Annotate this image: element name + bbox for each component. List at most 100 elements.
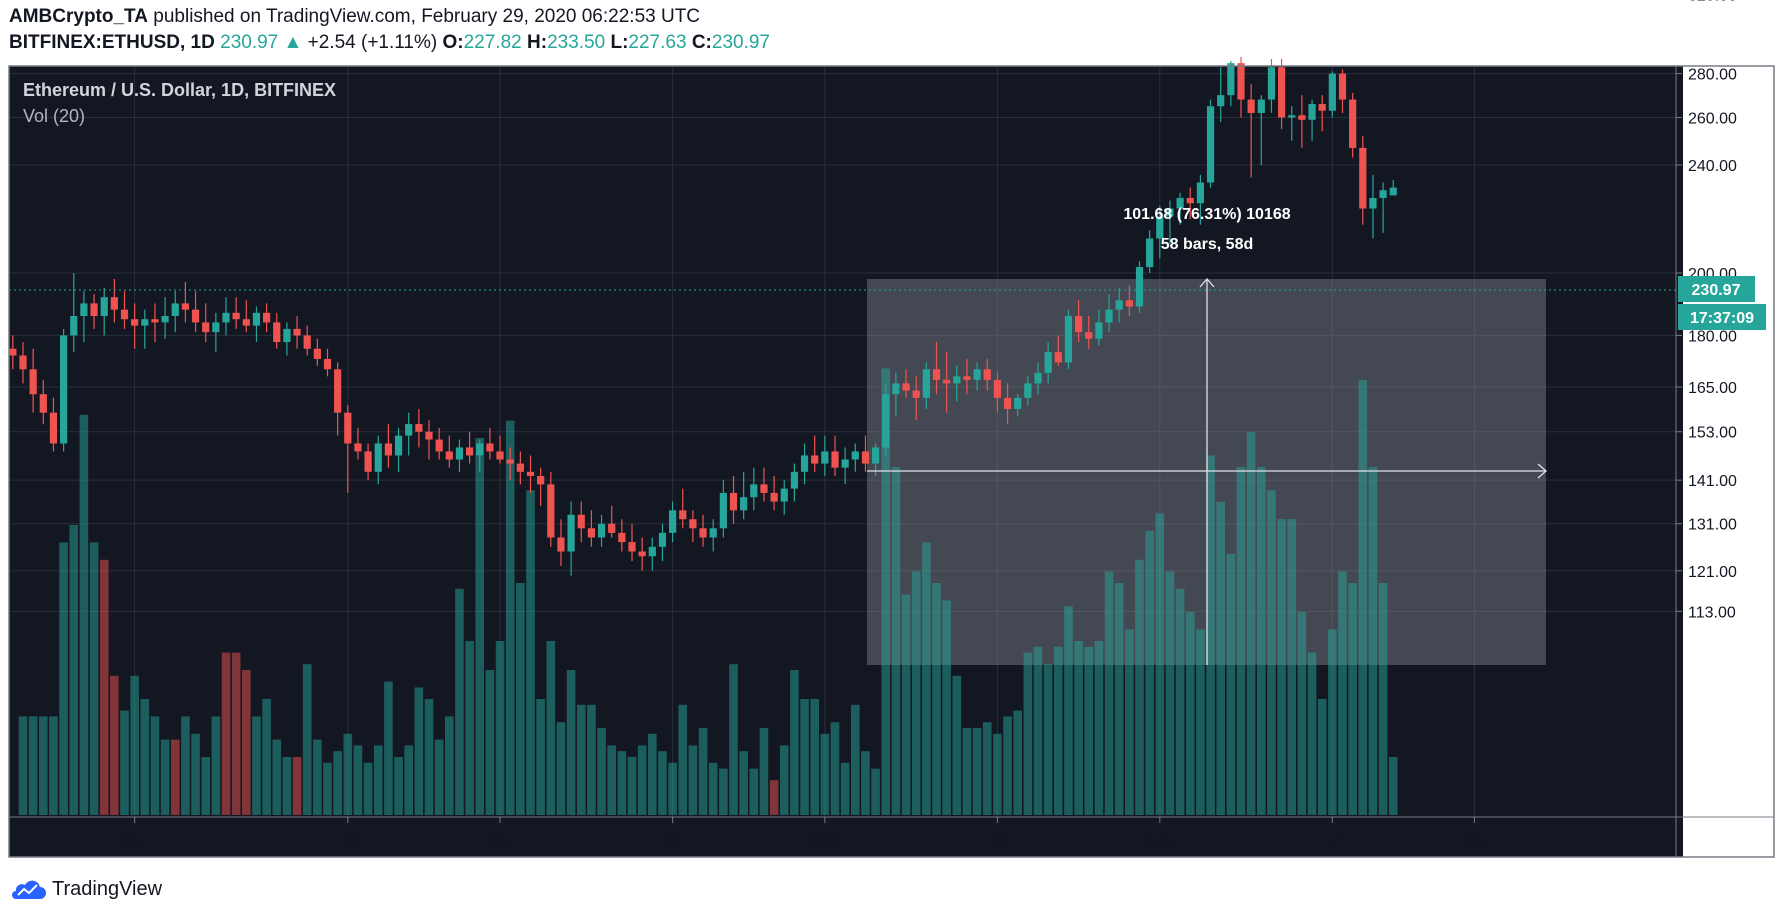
candle-body — [780, 488, 788, 502]
volume-bar — [1013, 710, 1022, 815]
candle — [1298, 95, 1306, 148]
volume-bar — [1175, 588, 1185, 815]
high-value: 233.50 — [547, 32, 606, 53]
change-up-icon: ▲ — [283, 32, 303, 53]
candle — [1369, 174, 1377, 239]
high-label: H: — [527, 32, 548, 53]
candle-body — [263, 312, 271, 323]
candle — [90, 294, 98, 329]
candle-body — [120, 309, 129, 320]
candle-body — [1166, 208, 1174, 217]
volume-bar — [1216, 501, 1225, 815]
volume-bar — [922, 542, 931, 815]
candle-body — [1257, 99, 1265, 113]
candle — [486, 427, 494, 460]
candle — [1095, 309, 1103, 346]
candle — [547, 471, 555, 547]
candle-body — [364, 451, 372, 472]
candle — [1003, 383, 1012, 425]
volume-bar — [1257, 467, 1266, 815]
volume-bar — [993, 733, 1002, 815]
candle — [1064, 309, 1073, 370]
tradingview-footer[interactable]: TradingView — [10, 878, 162, 901]
candle-body — [800, 455, 809, 472]
candle — [1349, 92, 1357, 158]
candle — [1135, 261, 1144, 313]
candle — [293, 316, 301, 349]
price-tick-label: 240.00 — [1688, 158, 1737, 175]
price-axis[interactable]: 320.00280.00260.00240.00200.00180.00165.… — [1676, 0, 1737, 621]
candle-body — [1003, 397, 1012, 409]
candle — [638, 537, 646, 571]
volume-bar — [110, 675, 119, 815]
publisher-name[interactable]: AMBCrypto_TA — [9, 6, 148, 27]
candle-body — [943, 379, 951, 384]
price-tick-label: 320.00 — [1688, 0, 1737, 4]
volume-bar — [130, 675, 139, 815]
candle — [1024, 376, 1032, 406]
volume-bar — [495, 641, 505, 815]
candle — [181, 281, 189, 323]
candle — [394, 427, 403, 472]
close-label: C: — [691, 32, 712, 53]
volume-bar — [1185, 612, 1195, 815]
measure-arrowhead-up — [1199, 278, 1215, 288]
candle-body — [587, 528, 595, 538]
candle-body — [1237, 63, 1245, 100]
volume-bar — [384, 681, 393, 815]
volume-bar — [1033, 646, 1043, 815]
close-value: 230.97 — [711, 32, 771, 53]
candle-body — [1075, 316, 1083, 333]
candle — [699, 514, 707, 547]
volume-bar — [1277, 519, 1286, 815]
candle-body — [872, 447, 880, 464]
candle — [1257, 95, 1265, 165]
volume-bar — [932, 583, 941, 815]
volume-bar — [505, 420, 515, 815]
candle — [273, 312, 281, 349]
volume-bar — [414, 687, 424, 815]
candle-body — [851, 451, 859, 460]
candle — [973, 362, 981, 391]
price-tick-label: 121.00 — [1688, 564, 1737, 581]
volume-bar — [911, 571, 921, 815]
open-value: 227.82 — [463, 32, 522, 53]
last-price-badge-text: 230.97 — [1692, 282, 1741, 299]
time-axis[interactable]: Nov 18 Dec 16 2020 13 Feb 17 Mar — [120, 817, 1489, 850]
volume-bar — [769, 780, 779, 815]
volume-bar — [678, 704, 688, 815]
candle-body — [80, 303, 88, 317]
candle — [628, 523, 636, 562]
volume-bar — [1317, 699, 1327, 815]
candle — [577, 501, 585, 543]
candle-body — [770, 492, 778, 502]
candle-body — [577, 514, 585, 529]
candle — [719, 480, 727, 538]
volume-bar — [1104, 571, 1114, 815]
measure-arrowhead-right — [1537, 463, 1547, 479]
candle — [455, 439, 464, 472]
volume-bar — [962, 728, 972, 815]
candle — [49, 397, 58, 452]
volume-bar — [302, 664, 312, 815]
volume-bar — [972, 728, 982, 815]
candle-body — [90, 303, 98, 317]
volume-bar — [1206, 455, 1215, 815]
candle — [476, 439, 484, 472]
candle — [110, 278, 118, 323]
candle-body — [1338, 73, 1347, 100]
candle — [252, 306, 261, 343]
volume-bar — [262, 699, 271, 815]
volume-bar — [79, 414, 89, 815]
candle-body — [658, 532, 667, 547]
candle — [354, 427, 362, 460]
candle — [1338, 69, 1347, 113]
volume-bar — [292, 757, 302, 815]
change-value: +2.54 (+1.11%) — [307, 32, 438, 53]
volume-bar — [861, 751, 870, 815]
chart-frame — [8, 65, 1775, 858]
candle-body — [922, 369, 930, 398]
volume-bar — [1226, 554, 1236, 815]
time-tick-label: Dec — [486, 833, 514, 850]
